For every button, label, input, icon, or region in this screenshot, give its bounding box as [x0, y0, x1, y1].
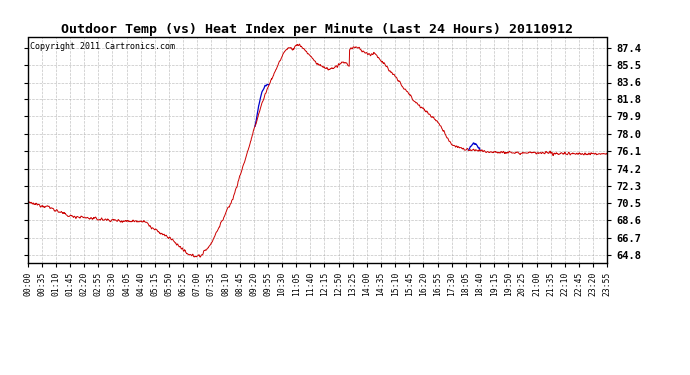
Text: Copyright 2011 Cartronics.com: Copyright 2011 Cartronics.com: [30, 42, 175, 51]
Title: Outdoor Temp (vs) Heat Index per Minute (Last 24 Hours) 20110912: Outdoor Temp (vs) Heat Index per Minute …: [61, 23, 573, 36]
